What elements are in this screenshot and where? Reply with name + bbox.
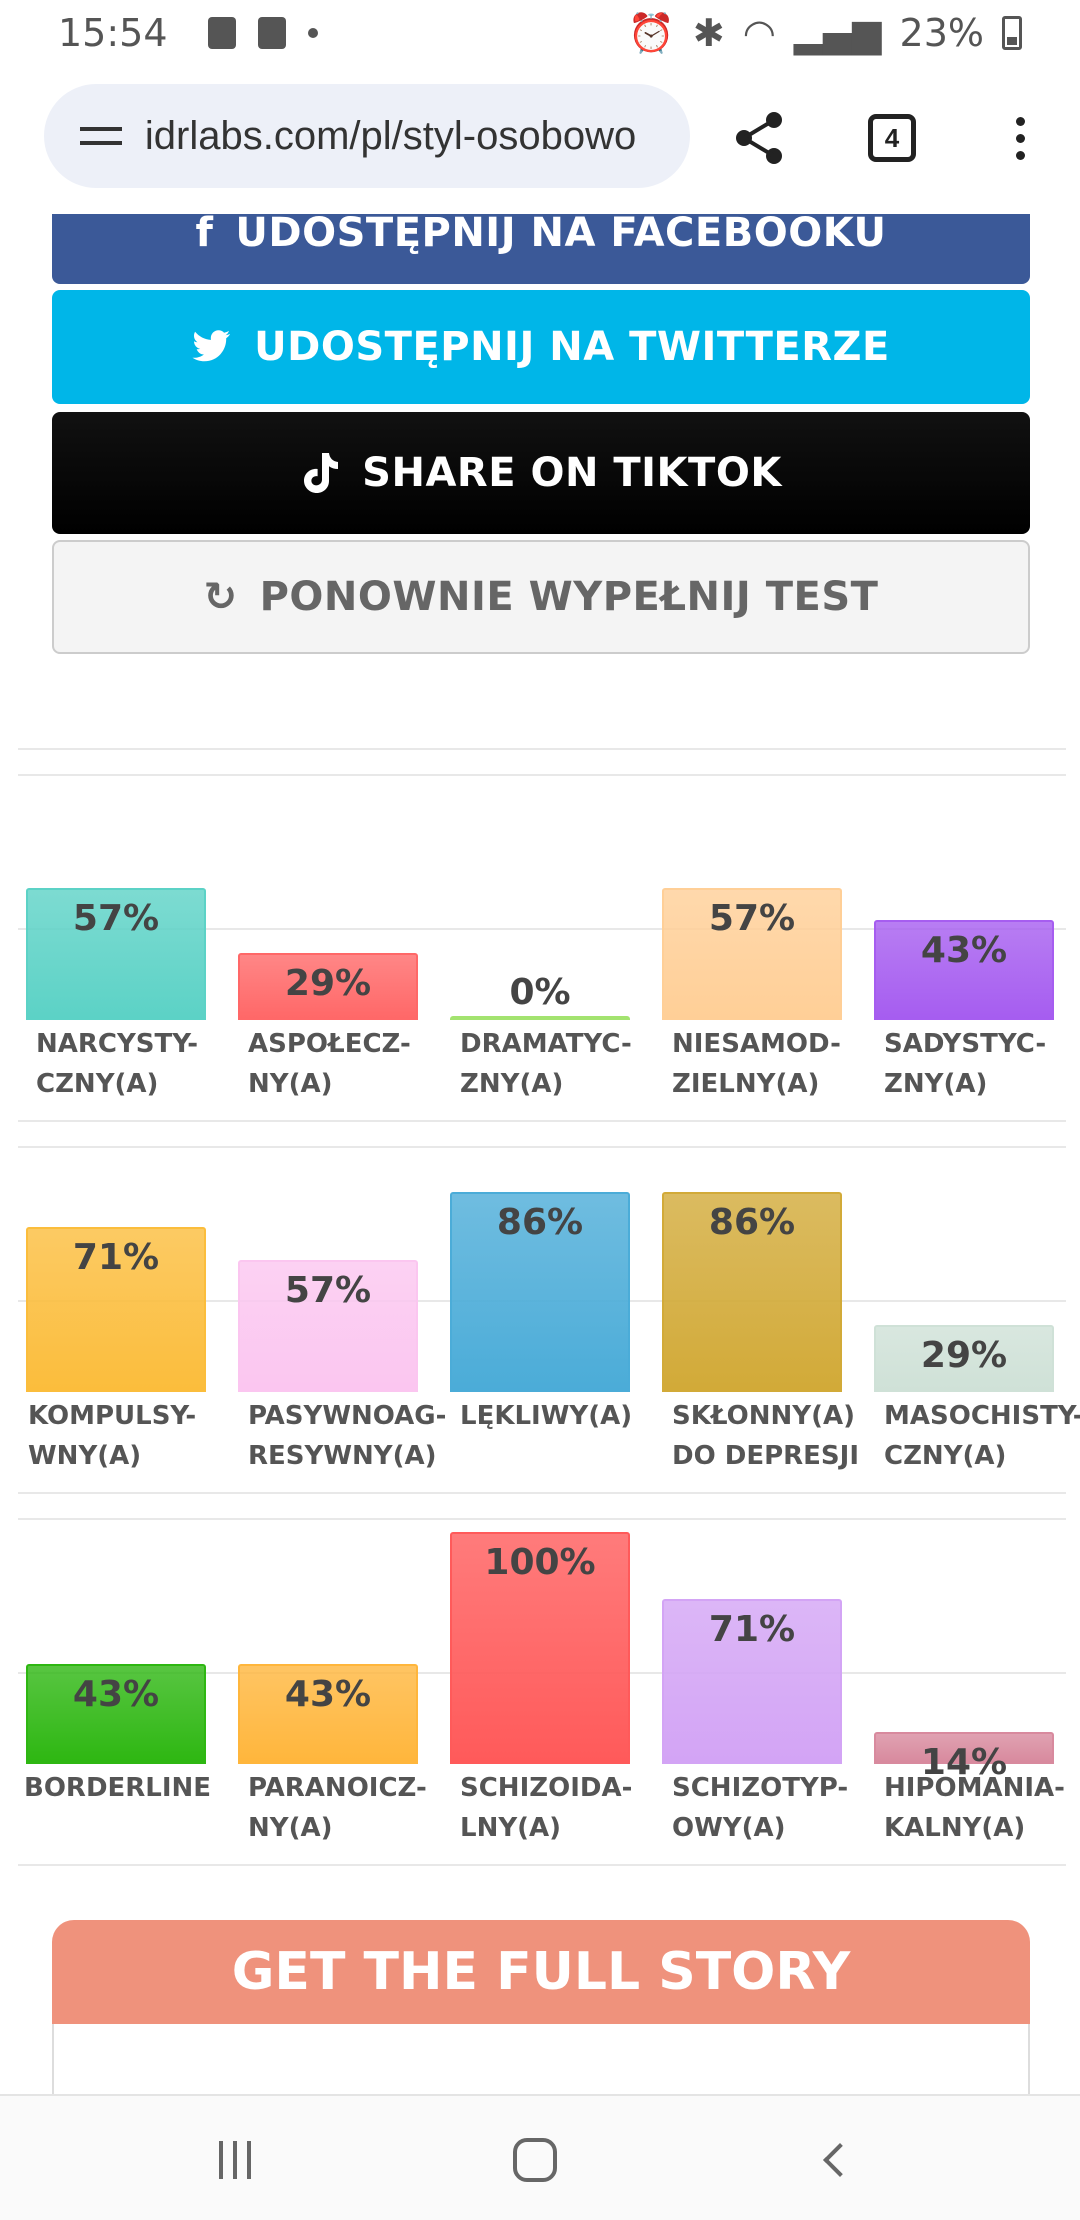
battery-icon <box>1002 16 1022 50</box>
battery-level: 23% <box>899 11 984 55</box>
bar-category-label: SCHIZOTYP- OWY(A) <box>672 1773 849 1843</box>
recents-button[interactable] <box>210 2130 260 2190</box>
bar-category-label: SCHIZOIDA- LNY(A) <box>460 1773 633 1843</box>
bar: 100% <box>450 1532 630 1764</box>
bar-value-label: 43% <box>284 1674 372 1715</box>
wifi-icon: ◠ <box>742 11 776 55</box>
share-tiktok-button[interactable]: SHARE ON TIKTOK <box>52 412 1030 534</box>
status-time: 15:54 <box>58 11 168 55</box>
bar-value-label: 0% <box>509 972 571 1013</box>
get-full-story-label: GET THE FULL STORY <box>231 1942 851 2002</box>
bar: 57% <box>238 1260 418 1392</box>
bar: 43% <box>26 1664 206 1764</box>
row-divider <box>18 1120 1066 1122</box>
status-bar: 15:54 ⏰ ✱ ◠ ▂▄▆ 23% <box>0 0 1080 66</box>
gridline <box>18 928 1066 930</box>
gridline <box>18 1146 1066 1148</box>
alarm-icon: ⏰ <box>627 10 675 55</box>
bar: 71% <box>26 1227 206 1392</box>
bar-value-label: 14% <box>920 1742 1008 1783</box>
story-content <box>52 2024 1030 2094</box>
bar-category-label: DRAMATYC- ZNY(A) <box>460 1029 632 1099</box>
bar: 43% <box>874 920 1054 1020</box>
signal-icon: ▂▄▆ <box>793 11 882 55</box>
bar-value-label: 57% <box>284 1270 372 1311</box>
bar <box>450 1016 630 1020</box>
divider <box>18 748 1066 750</box>
browser-toolbar: idrlabs.com/pl/styl-osobowo 4 <box>0 78 1080 196</box>
bar: 43% <box>238 1664 418 1764</box>
bar: 14% <box>874 1732 1054 1783</box>
get-full-story-banner[interactable]: GET THE FULL STORY <box>52 1920 1030 2024</box>
tabs-button[interactable]: 4 <box>862 108 922 168</box>
bar-value-label: 71% <box>72 1237 160 1278</box>
share-twitter-label: UDOSTĘPNIJ NA TWITTERZE <box>254 324 890 370</box>
bar: 71% <box>662 1599 842 1764</box>
bar-value-label: 100% <box>484 1542 596 1583</box>
bar: 29% <box>874 1325 1054 1392</box>
notification-dot-icon <box>307 28 318 38</box>
address-bar[interactable]: idrlabs.com/pl/styl-osobowo <box>44 84 690 188</box>
bar-category-label: ASPOŁECZ- NY(A) <box>248 1029 411 1099</box>
facebook-icon: f <box>195 210 214 256</box>
bar-category-label: SKŁONNY(A) DO DEPRESJI <box>672 1401 859 1471</box>
gridline <box>18 774 1066 776</box>
url-text[interactable]: idrlabs.com/pl/styl-osobowo <box>144 113 637 158</box>
notification-bag-icon <box>207 17 236 49</box>
bar: 29% <box>238 953 418 1020</box>
menu-button[interactable] <box>990 108 1050 168</box>
bar-value-label: 86% <box>496 1202 584 1243</box>
share-facebook-button[interactable]: f UDOSTĘPNIJ NA FACEBOOKU <box>52 210 1030 284</box>
bar-value-label: 71% <box>708 1609 796 1650</box>
share-tiktok-label: SHARE ON TIKTOK <box>362 450 782 496</box>
twitter-icon <box>192 330 231 362</box>
bar-value-label: 29% <box>284 963 372 1004</box>
bar-value-label: 43% <box>72 1674 160 1715</box>
bar-category-label: NARCYSTY- CZNY(A) <box>36 1029 199 1099</box>
bar-value-label: 57% <box>708 898 796 939</box>
bar-category-label: MASOCHISTY- CZNY(A) <box>884 1401 1080 1471</box>
site-settings-icon[interactable] <box>80 121 122 151</box>
row-divider <box>18 1492 1066 1494</box>
retake-test-label: PONOWNIE WYPEŁNIJ TEST <box>259 574 879 620</box>
bar-category-label: HIPOMANIA- KALNY(A) <box>884 1773 1065 1843</box>
home-button[interactable] <box>505 2130 565 2190</box>
bar-category-label: KOMPULSY- WNY(A) <box>28 1401 197 1471</box>
bar-category-label: SADYSTYC- ZNY(A) <box>884 1029 1047 1099</box>
more-vert-icon <box>1015 116 1025 160</box>
gridline <box>18 1518 1066 1520</box>
refresh-icon: ↻ <box>203 574 238 620</box>
bar-value-label: 57% <box>72 898 160 939</box>
tab-count: 4 <box>868 114 916 162</box>
bar-value-label: 29% <box>920 1335 1008 1376</box>
bar: 57% <box>662 888 842 1020</box>
bar-category-label: PARANOICZ- NY(A) <box>248 1773 427 1843</box>
back-button[interactable] <box>815 2130 865 2190</box>
bar: 86% <box>450 1192 630 1392</box>
retake-test-button[interactable]: ↻ PONOWNIE WYPEŁNIJ TEST <box>52 540 1030 654</box>
bar: 86% <box>662 1192 842 1392</box>
share-button[interactable] <box>730 108 790 168</box>
notification-brightness-icon <box>257 17 286 49</box>
bar-category-label: BORDERLINE <box>24 1773 212 1803</box>
bar-category-label: LĘKLIWY(A) <box>460 1401 633 1431</box>
share-facebook-label: UDOSTĘPNIJ NA FACEBOOKU <box>235 210 887 256</box>
system-nav-bar <box>0 2094 1080 2220</box>
bluetooth-icon: ✱ <box>692 11 725 55</box>
bar: 57% <box>26 888 206 1020</box>
bar-category-label: PASYWNOAG- RESYWNY(A) <box>248 1401 447 1471</box>
bar-value-label: 86% <box>708 1202 796 1243</box>
share-twitter-button[interactable]: UDOSTĘPNIJ NA TWITTERZE <box>52 290 1030 404</box>
share-icon <box>736 112 782 164</box>
tiktok-icon <box>304 453 339 493</box>
bar-category-label: NIESAMOD- ZIELNY(A) <box>672 1029 841 1099</box>
row-divider <box>18 1864 1066 1866</box>
bar-value-label: 43% <box>920 930 1008 971</box>
